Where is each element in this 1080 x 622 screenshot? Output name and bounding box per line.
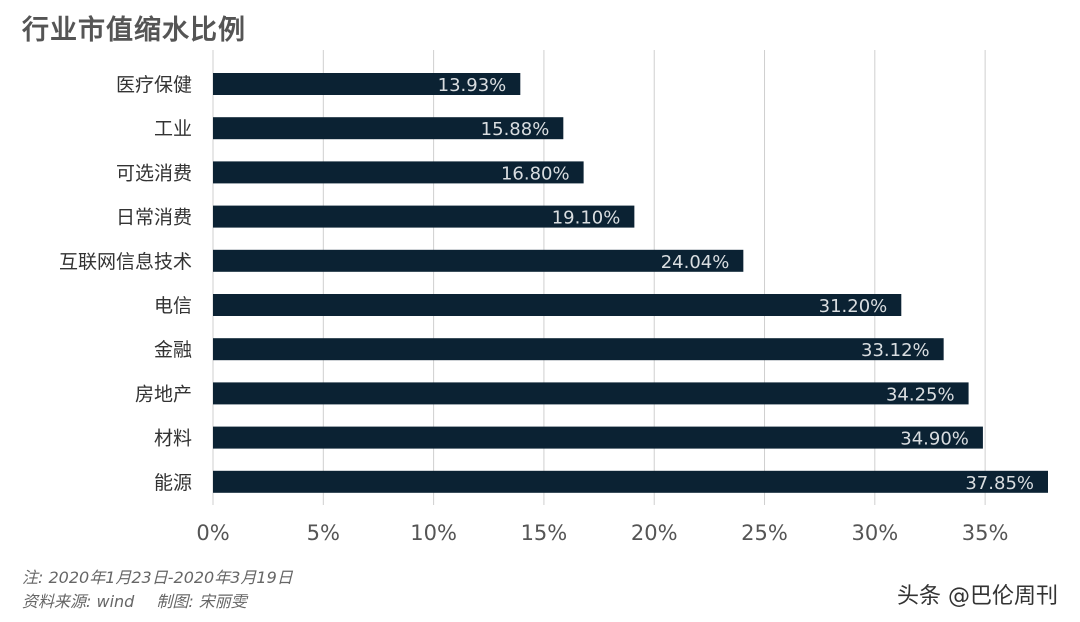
value-label: 16.80% (501, 163, 570, 184)
category-label: 可选消费 (116, 162, 192, 184)
value-label: 34.25% (886, 384, 955, 405)
watermark: 头条 @巴伦周刊 (897, 584, 1058, 609)
bars (213, 73, 1048, 493)
bar (213, 470, 1048, 493)
x-tick-label: 5% (307, 521, 340, 545)
category-label: 电信 (154, 295, 192, 317)
bar (213, 426, 983, 449)
x-tick-label: 25% (741, 521, 788, 545)
bar (213, 73, 521, 95)
bar (213, 382, 969, 405)
x-tick-label: 20% (631, 521, 678, 545)
x-tick-label: 30% (851, 521, 898, 545)
chart-maker: 制图: 宋丽雯 (156, 592, 247, 611)
bar (213, 338, 944, 361)
bar (213, 205, 635, 228)
bar (213, 294, 902, 316)
category-label: 金融 (154, 339, 192, 361)
x-axis-ticks: 0% 5% 10% 15% 20% 25% 30% 35% (196, 521, 1008, 545)
category-label: 能源 (154, 472, 192, 494)
value-label: 24.04% (661, 252, 730, 273)
source-note: 资料来源: wind 制图: 宋丽雯 (22, 588, 247, 612)
category-label: 日常消费 (116, 207, 192, 229)
value-label: 15.88% (481, 119, 550, 140)
bar (213, 161, 584, 184)
x-tick-label: 0% (196, 521, 229, 545)
value-label: 13.93% (438, 75, 507, 96)
category-label: 互联网信息技术 (59, 251, 192, 273)
bar (213, 249, 744, 272)
date-range-note: 注: 2020年1月23日-2020年3月19日 (22, 568, 293, 587)
category-label: 材料 (154, 428, 192, 450)
x-tick-label: 35% (962, 521, 1009, 545)
data-source: 资料来源: wind (22, 592, 135, 611)
value-label: 31.20% (819, 296, 888, 317)
category-label: 工业 (154, 118, 192, 140)
value-label: 34.90% (900, 429, 969, 450)
value-label: 19.10% (552, 208, 621, 229)
value-label: 33.12% (861, 340, 930, 361)
x-tick-label: 10% (410, 521, 457, 545)
category-label: 房地产 (135, 383, 192, 405)
bar (213, 117, 564, 140)
x-tick-label: 15% (521, 521, 568, 545)
chart-title: 行业市值缩水比例 (22, 15, 246, 46)
category-label: 医疗保健 (116, 74, 192, 96)
value-label: 37.85% (965, 473, 1034, 494)
value-labels: 13.93% 15.88% 16.80% 19.10% 24.04% 31.20% 33.1… (438, 75, 1034, 494)
